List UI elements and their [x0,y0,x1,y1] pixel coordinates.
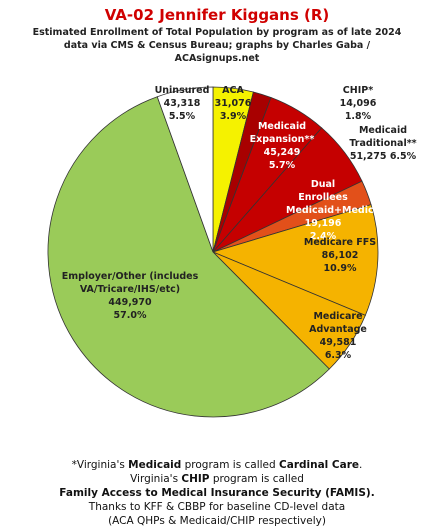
slice-value: 45,249 [263,147,301,158]
slice-name: CHIP* [342,85,374,96]
slice-value: 14,096 [339,98,377,109]
footnote-text: (ACA QHPs & Medicaid/CHIP respectively) [108,515,326,527]
slice-label: CHIP* 14,096 1.8% [328,84,388,123]
slice-label: Medicare Advantage 49,581 6.3% [298,310,378,362]
footnote-text: Medicaid [128,459,182,471]
slice-value: 43,318 [163,98,201,109]
chart-title: VA-02 Jennifer Kiggans (R) [104,6,330,24]
slice-percent: 10.9% [323,263,357,274]
footnote-line: Thanks to KFF & CBBP for baseline CD-lev… [0,500,434,514]
slice-value: 86,102 [321,250,359,261]
slice-values: 51,275 6.5% [333,150,433,163]
slice-label: Medicaid Expansion** 45,249 5.7% [245,120,319,172]
footnote-text: Thanks to KFF & CBBP for baseline CD-lev… [88,501,346,513]
slice-percent: 5.5% [168,111,196,122]
footnote-line: Family Access to Medical Insurance Secur… [0,486,434,500]
slice-label: Medicare FFS 86,102 10.9% [300,236,380,275]
slice-name: Medicaid Traditional** [349,125,417,149]
slice-value: 51,275 [349,151,387,162]
slice-name: Uninsured [154,85,210,96]
footnote-text: Virginia's [130,473,182,485]
slice-value: 49,581 [319,337,357,348]
slice-value: 31,076 [214,98,252,109]
slice-label: Dual Enrollees Medicaid+Medicare 19,196 2.… [286,178,392,243]
footnote-text: CHIP [181,473,210,485]
footnote-text: . [359,459,363,471]
footnote-text: program is called [181,459,280,471]
footnote-text: Family Access to Medical Insurance Secur… [59,487,375,499]
slice-name: Medicare Advantage [309,311,367,335]
slice-name: Medicaid Expansion** [249,121,315,145]
footnote-text: Cardinal Care [279,459,360,471]
slice-percent: 1.8% [344,111,372,122]
footnote-line: *Virginia's Medicaid program is called C… [0,458,434,472]
slice-name: Medicare FFS [303,237,377,248]
footnote-text: program is called [209,473,304,485]
slice-value: 19,196 [304,218,342,229]
footnote-line: Virginia's CHIP program is called [0,472,434,486]
slice-label: ACA 31,076 3.9% [213,84,253,123]
pie-slice [47,96,330,418]
slice-name: Employer/Other (includes VA/Tricare/IHS/… [61,271,199,295]
slice-percent: 6.3% [324,350,352,361]
footnote-line: (ACA QHPs & Medicaid/CHIP respectively) [0,514,434,528]
chart-subtitle: Estimated Enrollment of Total Population… [32,27,402,64]
slice-percent: 2.4% [309,231,337,242]
slice-name: ACA [222,85,244,96]
slice-label: Employer/Other (includes VA/Tricare/IHS/… [25,270,235,322]
pie-slice [156,86,214,253]
slice-percent: 6.5% [389,151,417,162]
footnote: *Virginia's Medicaid program is called C… [0,458,434,528]
slice-value: 449,970 [108,297,152,308]
slice-percent: 3.9% [219,111,247,122]
slice-name: Dual Enrollees Medicaid+Medicare [286,179,392,216]
slice-percent: 5.7% [268,160,296,171]
pie-slice [211,204,379,316]
slice-label: Uninsured 43,318 5.5% [151,84,213,123]
footnote-text: *Virginia's [71,459,129,471]
slice-label: Medicaid Traditional** 51,275 6.5% [333,124,433,163]
slice-percent: 57.0% [113,310,147,321]
